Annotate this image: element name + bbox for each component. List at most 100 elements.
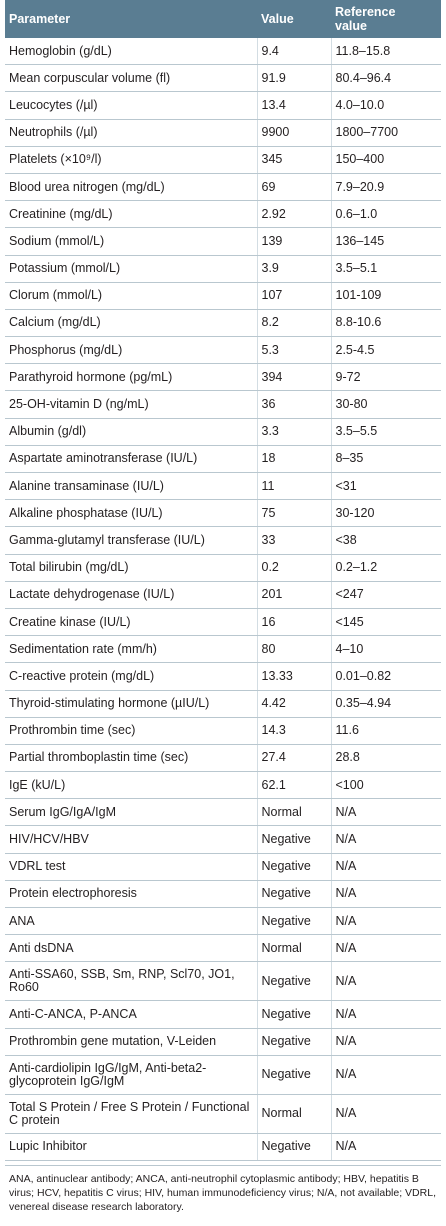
- cell-parameter: Leucocytes (/µl): [5, 91, 257, 120]
- cell-reference: 101-109: [330, 282, 441, 310]
- cell-parameter: Alanine transaminase (IU/L): [5, 472, 257, 501]
- table-row: C-reactive protein (mg/dL) 13.33 0.01–0.82: [5, 662, 441, 691]
- cell-value: 33: [256, 526, 331, 555]
- cell-value: 80: [256, 635, 331, 664]
- cell-parameter: Serum IgG/IgA/IgM: [5, 798, 257, 827]
- cell-reference: 30-80: [330, 390, 441, 419]
- cell-reference: N/A: [330, 1000, 441, 1029]
- cell-reference: 3.5–5.5: [330, 418, 441, 446]
- cell-reference: 0.2–1.2: [330, 554, 441, 582]
- cell-value: 2.92: [256, 200, 331, 229]
- cell-reference: 4.0–10.0: [330, 91, 441, 120]
- table-body: Hemoglobin (g/dL) 9.4 11.8–15.8 Mean corpus…: [5, 38, 441, 1161]
- cell-parameter: Sodium (mmol/L): [5, 227, 257, 256]
- cell-parameter: IgE (kU/L): [5, 771, 257, 800]
- cell-value: 107: [256, 282, 331, 310]
- cell-parameter: Calcium (mg/dL): [5, 309, 257, 338]
- table-row: IgE (kU/L) 62.1 <100: [5, 771, 441, 800]
- cell-reference: N/A: [330, 1028, 441, 1056]
- cell-parameter: Prothrombin time (sec): [5, 717, 257, 745]
- table-row: Potassium (mmol/L) 3.9 3.5–5.1: [5, 255, 441, 283]
- cell-value: 3.9: [256, 255, 331, 283]
- table-row: Anti-cardiolipin IgG/IgM, Anti-beta2-gly…: [5, 1055, 441, 1095]
- cell-value: 91.9: [256, 64, 331, 93]
- cell-value: Negative: [256, 1000, 331, 1029]
- table-row: Albumin (g/dl) 3.3 3.5–5.5: [5, 418, 441, 446]
- cell-parameter: Mean corpuscular volume (fl): [5, 64, 257, 93]
- table-row: HIV/HCV/HBV Negative N/A: [5, 825, 441, 854]
- cell-parameter: Total bilirubin (mg/dL): [5, 554, 257, 582]
- table-row: Anti-C-ANCA, P-ANCA Negative N/A: [5, 1000, 441, 1029]
- table-row: Serum IgG/IgA/IgM Normal N/A: [5, 798, 441, 827]
- cell-parameter: Alkaline phosphatase (IU/L): [5, 499, 257, 528]
- cell-parameter: Sedimentation rate (mm/h): [5, 635, 257, 664]
- cell-reference: N/A: [330, 907, 441, 936]
- cell-parameter: Total S Protein / Free S Protein / Funct…: [5, 1094, 257, 1134]
- cell-reference: 80.4–96.4: [330, 64, 441, 93]
- table-row: Sedimentation rate (mm/h) 80 4–10: [5, 635, 441, 664]
- cell-reference: <247: [330, 581, 441, 609]
- header-reference-line2: value: [335, 19, 367, 33]
- cell-parameter: VDRL test: [5, 853, 257, 881]
- cell-value: 18: [256, 445, 331, 474]
- cell-parameter: Platelets (×10⁹/l): [5, 146, 257, 174]
- cell-parameter: Creatinine (mg/dL): [5, 200, 257, 229]
- cell-value: Negative: [256, 961, 331, 1002]
- cell-reference: 2.5-4.5: [330, 336, 441, 365]
- cell-parameter: ANA: [5, 907, 257, 936]
- cell-parameter: Partial thromboplastin time (sec): [5, 744, 257, 773]
- cell-parameter: Prothrombin gene mutation, V-Leiden: [5, 1028, 257, 1056]
- cell-value: 9.4: [256, 38, 331, 66]
- cell-reference: 28.8: [330, 744, 441, 773]
- table-header: Parameter Value Reference value: [5, 0, 441, 38]
- table-row: Total bilirubin (mg/dL) 0.2 0.2–1.2: [5, 554, 441, 582]
- table-row: Creatinine (mg/dL) 2.92 0.6–1.0: [5, 200, 441, 229]
- cell-reference: N/A: [330, 961, 441, 1002]
- table-row: Thyroid-stimulating hormone (µIU/L) 4.42 0…: [5, 690, 441, 718]
- table-row: Phosphorus (mg/dL) 5.3 2.5-4.5: [5, 336, 441, 365]
- cell-value: 139: [256, 227, 331, 256]
- cell-parameter: Lupic Inhibitor: [5, 1133, 257, 1161]
- cell-parameter: Thyroid-stimulating hormone (µIU/L): [5, 690, 257, 718]
- cell-parameter: HIV/HCV/HBV: [5, 825, 257, 854]
- cell-parameter: Parathyroid hormone (pg/mL): [5, 363, 257, 392]
- table-row: Hemoglobin (g/dL) 9.4 11.8–15.8: [5, 38, 441, 66]
- cell-parameter: 25-OH-vitamin D (ng/mL): [5, 390, 257, 419]
- cell-reference: 11.8–15.8: [330, 38, 441, 66]
- cell-parameter: Anti-C-ANCA, P-ANCA: [5, 1000, 257, 1029]
- table-footnote: ANA, antinuclear antibody; ANCA, anti-ne…: [5, 1164, 441, 1214]
- header-reference-value: Reference value: [331, 0, 441, 38]
- cell-value: Normal: [256, 1094, 331, 1134]
- table-row: Calcium (mg/dL) 8.2 8.8-10.6: [5, 309, 441, 338]
- cell-reference: N/A: [330, 1133, 441, 1161]
- cell-value: 201: [256, 581, 331, 609]
- table-row: Leucocytes (/µl) 13.4 4.0–10.0: [5, 91, 441, 120]
- cell-value: 62.1: [256, 771, 331, 800]
- table-row: Alkaline phosphatase (IU/L) 75 30-120: [5, 499, 441, 528]
- cell-parameter: Lactate dehydrogenase (IU/L): [5, 581, 257, 609]
- cell-reference: 9-72: [330, 363, 441, 392]
- cell-parameter: Clorum (mmol/L): [5, 282, 257, 310]
- table-row: Lupic Inhibitor Negative N/A: [5, 1133, 441, 1161]
- lab-results-table-container: Parameter Value Reference value Hemoglob…: [5, 0, 441, 1214]
- cell-reference: 1800–7700: [330, 119, 441, 147]
- cell-reference: 0.01–0.82: [330, 662, 441, 691]
- cell-reference: N/A: [330, 1055, 441, 1095]
- header-value: Value: [257, 0, 331, 38]
- header-parameter: Parameter: [5, 0, 257, 38]
- lab-results-table: Parameter Value Reference value Hemoglob…: [5, 0, 441, 1161]
- cell-value: 13.33: [256, 662, 331, 691]
- cell-parameter: Potassium (mmol/L): [5, 255, 257, 283]
- cell-reference: 3.5–5.1: [330, 255, 441, 283]
- cell-value: Negative: [256, 880, 331, 909]
- cell-parameter: Anti-cardiolipin IgG/IgM, Anti-beta2-gly…: [5, 1055, 257, 1095]
- cell-value: 11: [256, 472, 331, 501]
- cell-value: Negative: [256, 1133, 331, 1161]
- table-row: 25-OH-vitamin D (ng/mL) 36 30-80: [5, 390, 441, 419]
- cell-parameter: Anti dsDNA: [5, 934, 257, 963]
- cell-value: 8.2: [256, 309, 331, 338]
- header-reference-line1: Reference: [335, 5, 396, 19]
- cell-parameter: Hemoglobin (g/dL): [5, 38, 257, 66]
- table-row: Protein electrophoresis Negative N/A: [5, 880, 441, 909]
- cell-parameter: C-reactive protein (mg/dL): [5, 662, 257, 691]
